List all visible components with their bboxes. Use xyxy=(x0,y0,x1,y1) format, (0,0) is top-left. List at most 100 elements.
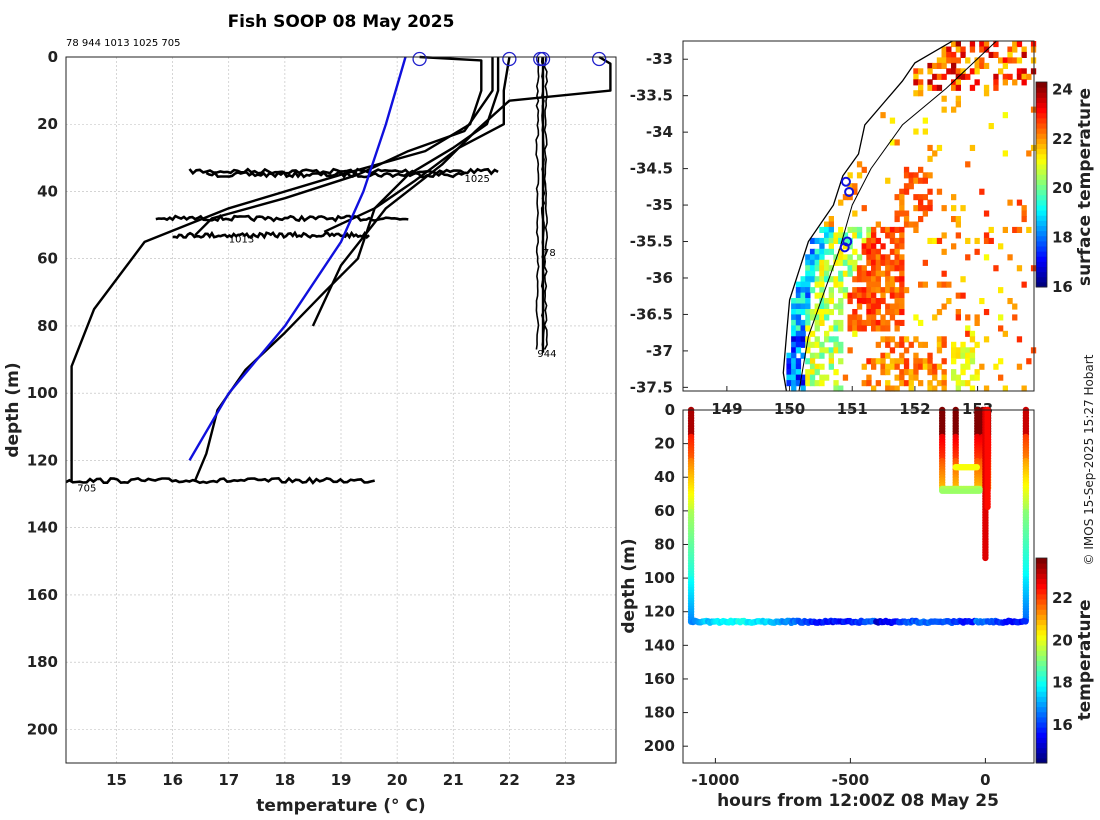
sst-cell xyxy=(875,319,881,326)
map-colorbar-segment xyxy=(1036,215,1047,221)
sst-cell xyxy=(1002,150,1008,157)
depth-time-y-ticks: 0 20 40 60 80 100 120 140 160 180 200 xyxy=(644,401,688,755)
sst-cell xyxy=(894,194,900,201)
sst-cell xyxy=(894,325,900,332)
map-axes-frame xyxy=(682,40,1035,392)
profile-noise-band xyxy=(65,476,375,485)
sst-cell xyxy=(993,73,999,80)
sst-cell xyxy=(955,95,961,102)
sst-cell xyxy=(941,57,947,64)
climatology-line xyxy=(188,56,407,462)
depth-time-y-tick-label: 20 xyxy=(654,435,675,453)
sst-cell xyxy=(983,237,990,244)
map-colorbar-segment xyxy=(1036,117,1047,124)
sst-cell xyxy=(951,51,957,58)
sst-cell xyxy=(1007,199,1013,206)
sst-cell xyxy=(805,270,811,277)
sst-cell xyxy=(974,68,980,75)
sst-cell xyxy=(983,41,990,48)
sst-cell xyxy=(993,79,999,86)
sst-cell xyxy=(809,265,816,272)
sst-cell xyxy=(941,51,947,58)
profile-x-tick-label: 15 xyxy=(106,771,127,789)
depth-time-colorbar-segment xyxy=(1036,624,1047,631)
sst-cell xyxy=(899,336,905,343)
sst-cell xyxy=(842,194,849,201)
map-y-tick-label: -33 xyxy=(646,50,673,68)
sst-cell xyxy=(899,194,905,201)
sst-cell xyxy=(951,62,957,69)
sst-cell xyxy=(833,347,839,354)
map-colorbar-segment xyxy=(1036,169,1047,175)
sst-cell xyxy=(847,243,853,250)
sst-cell xyxy=(805,347,811,354)
depth-time-point xyxy=(973,464,980,471)
map-colorbar-segment xyxy=(1036,158,1047,165)
sst-cell xyxy=(800,374,806,381)
profile-x-tick-label: 21 xyxy=(443,771,464,789)
sst-cell xyxy=(885,226,891,233)
sst-cell xyxy=(941,385,947,392)
sst-cell xyxy=(965,358,971,365)
sst-cell xyxy=(819,347,825,354)
depth-time-colorbar-segment xyxy=(1036,609,1047,615)
sst-cell xyxy=(894,341,900,348)
map-y-ticks: -33 -33.5 -34 -34.5 -35 -35.5 -36 -36.5 -37 -37.5 xyxy=(630,50,688,396)
sst-cell xyxy=(955,68,961,75)
sst-cell xyxy=(894,358,900,365)
map-y-tick-label: -33.5 xyxy=(630,87,673,105)
sst-cell xyxy=(824,248,830,255)
sst-cell xyxy=(819,287,825,294)
sst-cell xyxy=(856,325,863,332)
sst-cell xyxy=(795,319,802,326)
sst-cell xyxy=(922,341,928,348)
depth-time-y-tick-label: 140 xyxy=(644,636,675,654)
sst-cell xyxy=(866,314,872,321)
map-colorbar-segment xyxy=(1036,210,1047,216)
sst-cell xyxy=(838,385,844,392)
sst-cell xyxy=(880,226,886,233)
sst-cell xyxy=(903,363,910,370)
sst-cell xyxy=(875,265,881,272)
sst-cell xyxy=(903,188,910,195)
sst-cell xyxy=(993,363,999,370)
sst-cell xyxy=(819,276,825,283)
sst-cell xyxy=(861,270,867,277)
sst-cell xyxy=(824,226,830,233)
sst-cell xyxy=(800,319,806,326)
depth-time-colorbar-segment xyxy=(1036,686,1047,692)
map-colorbar-segment xyxy=(1036,240,1047,247)
sst-cell xyxy=(861,380,867,387)
sst-cell xyxy=(819,352,825,359)
sst-cell xyxy=(824,276,830,283)
sst-cell xyxy=(800,303,806,310)
sst-cell xyxy=(941,232,947,239)
sst-cell xyxy=(885,341,891,348)
sst-cell xyxy=(922,281,928,288)
depth-time-colorbar-segment xyxy=(1036,655,1047,661)
sst-cell xyxy=(847,314,853,321)
sst-cell xyxy=(809,287,816,294)
sst-cell xyxy=(852,319,858,326)
sst-cell xyxy=(791,369,797,376)
sst-cell xyxy=(913,221,919,228)
depth-time-axes-frame xyxy=(682,409,1035,764)
sst-cell xyxy=(791,358,797,365)
sst-cell xyxy=(965,314,971,321)
profile-y-ticks: 0 20 40 60 80 100 120 140 160 180 200 xyxy=(27,48,58,738)
sst-cell xyxy=(800,292,806,299)
sst-cell xyxy=(899,303,905,310)
sst-cell xyxy=(838,276,844,283)
sst-cell xyxy=(894,210,900,217)
depth-time-colorbar-segment xyxy=(1036,573,1047,579)
sst-cell xyxy=(795,287,802,294)
sst-cell xyxy=(885,265,891,272)
profile-y-tick-label: 200 xyxy=(27,720,58,738)
sst-cell xyxy=(922,363,928,370)
profile-x-tick-label: 17 xyxy=(218,771,239,789)
sst-cell xyxy=(913,194,919,201)
sst-cell xyxy=(946,51,952,58)
sst-cell xyxy=(998,243,1004,250)
sst-cell xyxy=(941,358,947,365)
sst-cell xyxy=(866,303,872,310)
